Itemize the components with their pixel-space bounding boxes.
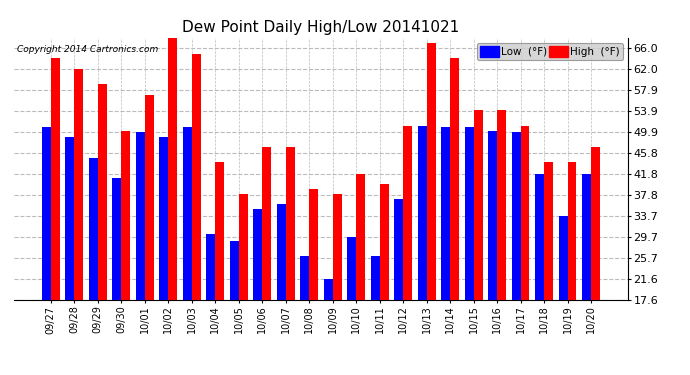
Bar [497,110,506,300]
Bar [371,256,380,300]
Title: Dew Point Daily High/Low 20141021: Dew Point Daily High/Low 20141021 [182,20,460,35]
Bar [145,95,154,300]
Bar [488,131,497,300]
Bar [347,237,356,300]
Bar [394,200,403,300]
Bar [277,204,286,300]
Bar [473,110,482,300]
Bar [159,137,168,300]
Bar [97,84,106,300]
Bar [183,127,192,300]
Bar [66,137,74,300]
Bar [544,162,553,300]
Bar [230,241,239,300]
Bar [324,279,333,300]
Bar [89,158,97,300]
Bar [568,162,576,300]
Bar [464,127,473,300]
Bar [168,38,177,300]
Bar [356,174,365,300]
Bar [239,194,248,300]
Bar [121,131,130,300]
Bar [380,184,388,300]
Bar [403,126,412,300]
Bar [450,58,459,300]
Legend: Low  (°F), High  (°F): Low (°F), High (°F) [477,43,622,60]
Bar [441,127,450,300]
Bar [309,189,318,300]
Bar [215,162,224,300]
Bar [192,54,201,300]
Bar [286,147,295,300]
Bar [333,194,342,300]
Bar [520,126,529,300]
Bar [74,69,83,300]
Bar [512,132,520,300]
Bar [50,58,59,300]
Bar [559,216,568,300]
Bar [112,178,121,300]
Bar [591,147,600,300]
Bar [582,174,591,300]
Text: Copyright 2014 Cartronics.com: Copyright 2014 Cartronics.com [17,45,158,54]
Bar [300,256,309,300]
Bar [206,234,215,300]
Bar [136,132,145,300]
Bar [41,127,50,300]
Bar [253,209,262,300]
Bar [262,147,271,300]
Bar [417,126,426,300]
Bar [426,43,435,300]
Bar [535,174,544,300]
